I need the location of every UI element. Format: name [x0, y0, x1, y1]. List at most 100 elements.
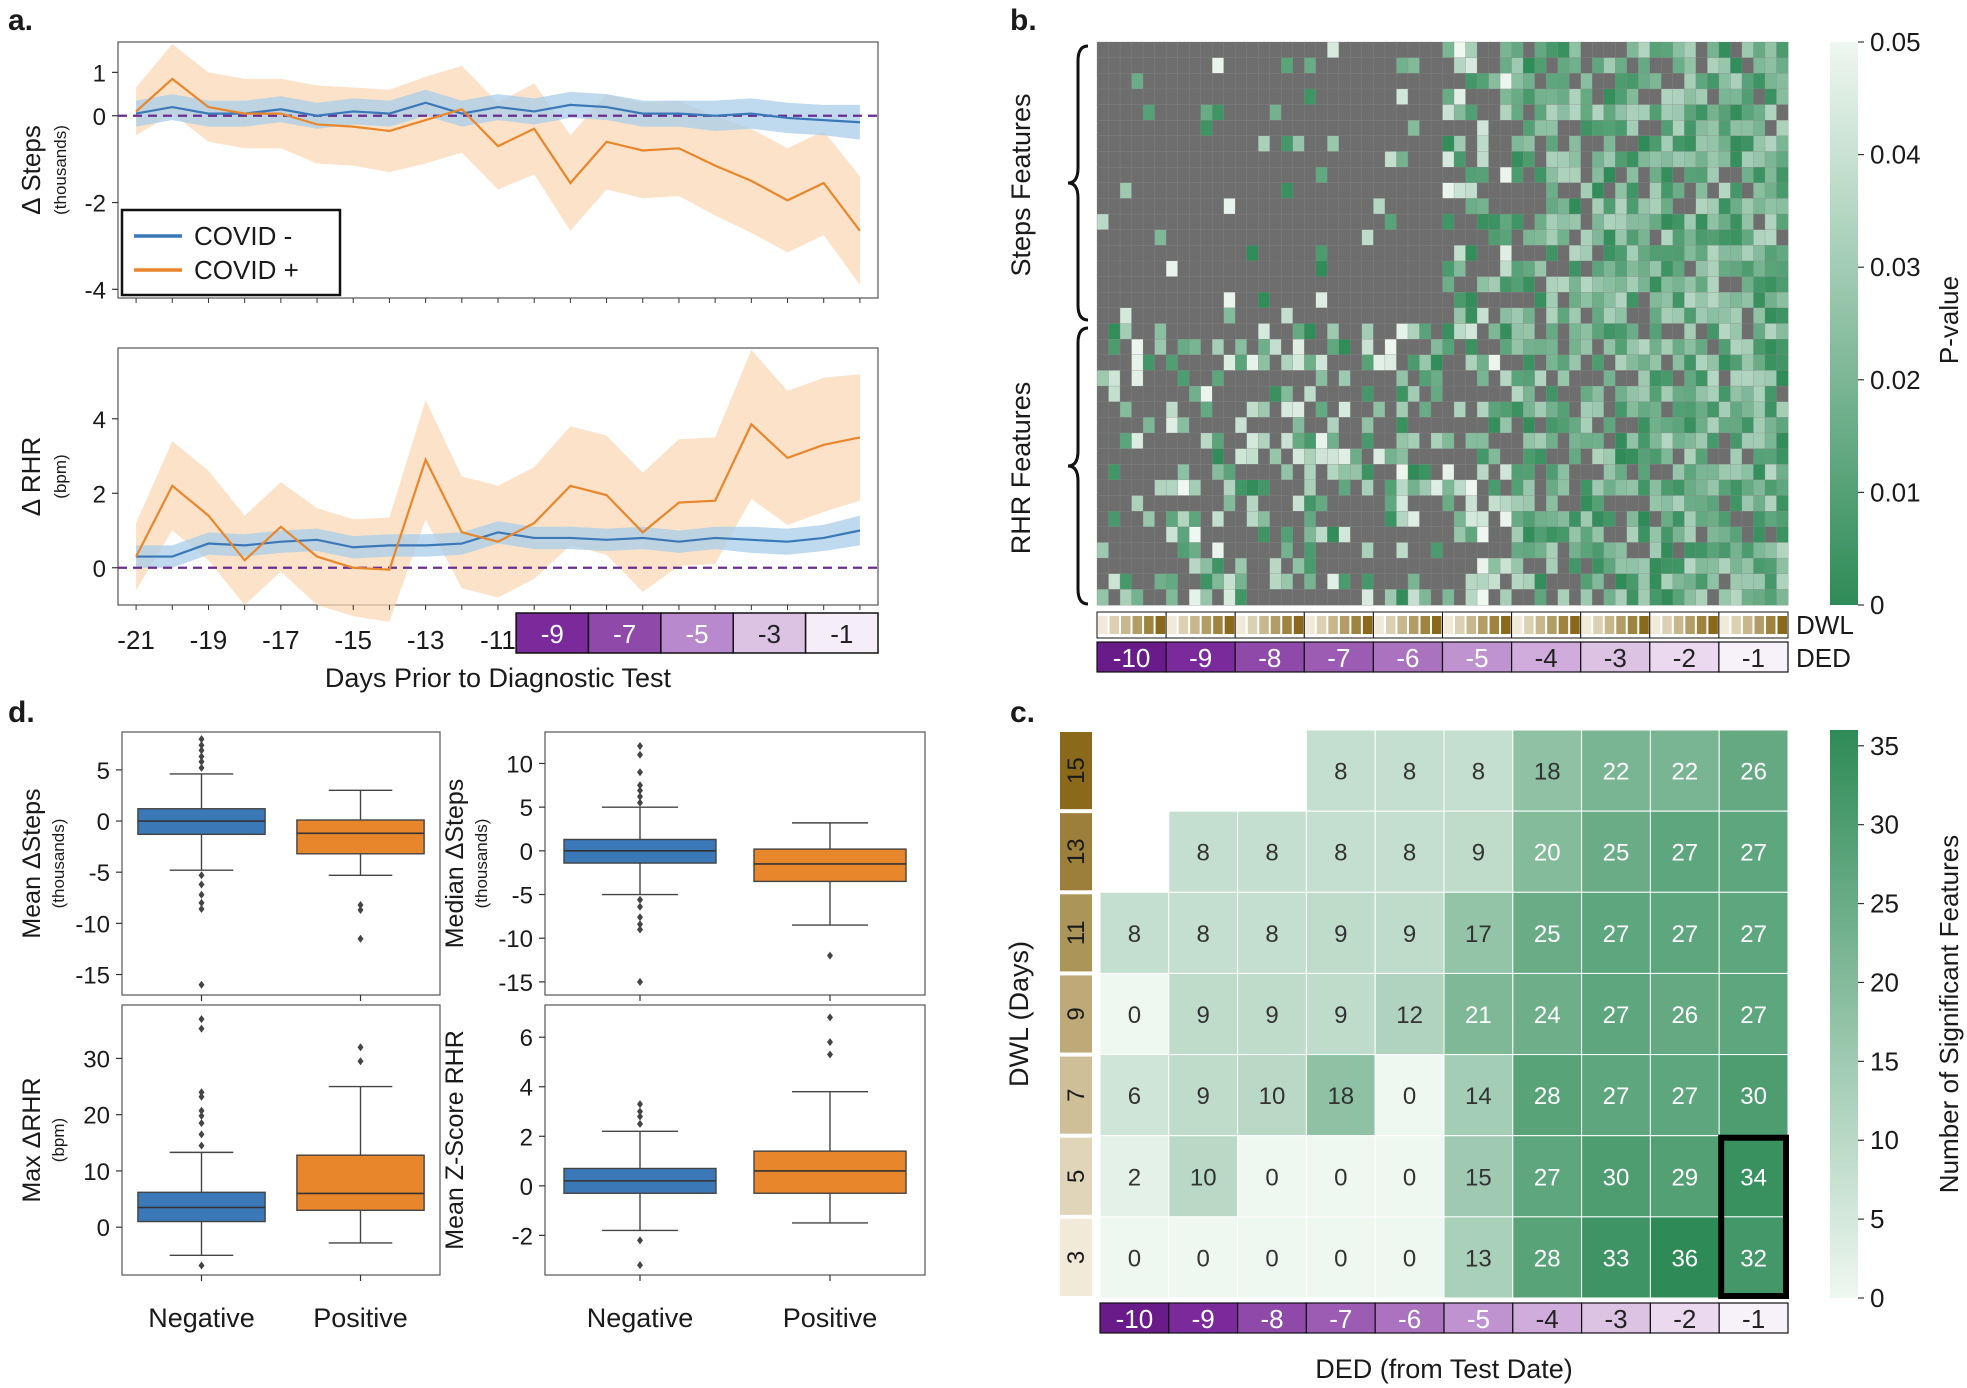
pvalue-cell — [1131, 88, 1144, 106]
pvalue-cell — [1707, 370, 1720, 387]
pvalue-cell — [1188, 229, 1202, 246]
pvalue-cell — [1188, 198, 1202, 215]
pvalue-cell — [1707, 213, 1720, 231]
pvalue-cell — [1442, 198, 1455, 215]
pvalue-cell — [1338, 495, 1351, 512]
pvalue-cell — [1672, 495, 1685, 512]
pvalue-cell — [1131, 385, 1144, 403]
pvalue-cell — [1684, 417, 1697, 434]
pvalue-cell — [1304, 417, 1317, 434]
pvalue-cell — [1304, 479, 1317, 496]
pvalue-cell — [1695, 198, 1708, 215]
pvalue-cell — [1718, 73, 1731, 90]
pvalue-cell — [1258, 57, 1271, 74]
pvalue-cell — [1488, 385, 1501, 403]
y-tick-label: 0 — [97, 1215, 110, 1242]
pvalue-cell — [1661, 307, 1674, 324]
pvalue-cell — [1419, 526, 1432, 543]
pvalue-cell — [1557, 354, 1570, 371]
pvalue-cell — [1361, 401, 1374, 418]
pvalue-cell — [1649, 41, 1662, 59]
pvalue-cell — [1753, 276, 1766, 293]
pvalue-cell — [1327, 41, 1340, 59]
pvalue-cell — [1396, 589, 1409, 606]
pvalue-cell — [1407, 229, 1420, 246]
pvalue-cell — [1154, 213, 1167, 231]
pvalue-cell — [1730, 589, 1743, 606]
pvalue-cell — [1327, 526, 1340, 543]
pvalue-cell — [1177, 385, 1190, 403]
pvalue-cell — [1096, 542, 1109, 559]
pvalue-cell — [1407, 276, 1420, 293]
pvalue-cell — [1096, 229, 1109, 246]
pvalue-cell — [1626, 260, 1639, 278]
pvalue-cell — [1096, 292, 1109, 309]
pvalue-cell — [1154, 73, 1167, 90]
pvalue-cell — [1776, 542, 1789, 559]
pvalue-cell — [1142, 323, 1156, 340]
pvalue-cell — [1142, 526, 1156, 543]
pvalue-cell — [1603, 276, 1616, 293]
pvalue-cell — [1223, 292, 1236, 309]
pvalue-cell — [1407, 104, 1420, 121]
pvalue-cell — [1661, 104, 1674, 121]
pvalue-cell — [1212, 573, 1225, 590]
pvalue-cell — [1638, 151, 1651, 168]
dwl-swatch — [1593, 616, 1603, 634]
pvalue-cell — [1258, 135, 1271, 152]
pvalue-cell — [1373, 573, 1386, 590]
pvalue-cell — [1350, 526, 1363, 543]
pvalue-cell — [1315, 589, 1328, 606]
pvalue-cell — [1119, 41, 1132, 59]
pvalue-cell — [1108, 479, 1121, 496]
pvalue-cell — [1396, 307, 1409, 324]
pvalue-cell — [1430, 526, 1443, 543]
pvalue-cell — [1672, 135, 1685, 152]
pvalue-cell — [1165, 323, 1179, 340]
count-cell-label: 18 — [1534, 759, 1561, 786]
count-cell — [1168, 1135, 1239, 1218]
outlier-point — [198, 1024, 205, 1033]
outlier-point — [637, 925, 643, 934]
series-line-covid-pos — [135, 77, 861, 232]
pvalue-cell — [1235, 307, 1248, 324]
pvalue-cell — [1522, 448, 1536, 465]
y-tick-label: 9 — [1063, 1007, 1090, 1020]
pvalue-cell — [1131, 354, 1144, 371]
pvalue-cell — [1580, 88, 1593, 106]
count-cell — [1305, 972, 1376, 1056]
dwl-group-box — [1580, 611, 1651, 639]
pvalue-cell — [1546, 73, 1559, 90]
pvalue-cell — [1707, 292, 1720, 309]
pvalue-cell — [1776, 245, 1789, 262]
pvalue-cell — [1131, 417, 1144, 434]
pvalue-cell — [1580, 526, 1593, 543]
pvalue-cell — [1269, 104, 1282, 121]
pvalue-cell — [1638, 511, 1651, 528]
pvalue-cell — [1246, 57, 1259, 74]
pvalue-cell — [1465, 557, 1478, 575]
x-tick-box — [587, 612, 662, 654]
pvalue-cell — [1476, 385, 1490, 403]
pvalue-cell — [1557, 385, 1570, 403]
pvalue-cell — [1465, 385, 1478, 403]
pvalue-cell — [1580, 448, 1593, 465]
outlier-point — [357, 906, 364, 915]
pvalue-cell — [1488, 542, 1501, 559]
pvalue-cell — [1522, 557, 1536, 575]
pvalue-cell — [1592, 448, 1605, 465]
pvalue-cell — [1281, 260, 1294, 278]
pvalue-cell — [1212, 57, 1225, 74]
pvalue-cell — [1453, 370, 1466, 387]
pvalue-cell — [1154, 401, 1167, 418]
dwl-swatch — [1639, 616, 1649, 634]
pvalue-cell — [1292, 354, 1305, 371]
pvalue-cell — [1753, 182, 1766, 199]
pvalue-cell — [1672, 120, 1685, 137]
pvalue-cell — [1488, 417, 1501, 434]
pvalue-cell — [1776, 526, 1789, 543]
pvalue-cell — [1269, 385, 1282, 403]
pvalue-cell — [1453, 432, 1466, 450]
outlier-point — [357, 1057, 364, 1066]
